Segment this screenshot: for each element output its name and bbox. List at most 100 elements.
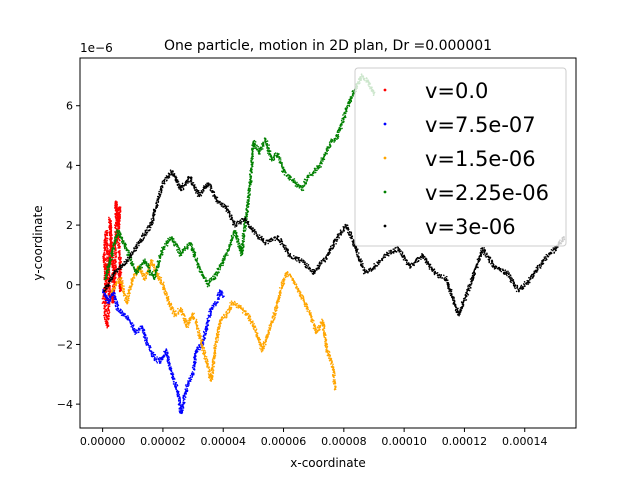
trail-point (116, 229, 118, 231)
trail-point (104, 301, 106, 304)
trail-point (115, 252, 117, 254)
trail-point (265, 143, 268, 146)
trail-point (241, 237, 244, 240)
trail-point (256, 335, 259, 338)
data-point (171, 236, 173, 238)
trail-point (130, 282, 133, 285)
trail-point (109, 219, 112, 222)
trail-point (320, 166, 322, 168)
trail-point (193, 250, 196, 253)
trail-point (139, 268, 142, 270)
trail-point (119, 206, 122, 208)
trail-point (106, 277, 108, 279)
trail-point (192, 251, 194, 254)
trail-point (294, 185, 297, 187)
trail-point (157, 261, 160, 263)
trail-point (217, 326, 220, 328)
trail-point (171, 312, 174, 315)
trail-point (162, 281, 165, 284)
trail-point (229, 306, 232, 309)
trail-point (247, 188, 250, 190)
trail-point (156, 275, 158, 278)
trail-point (209, 378, 212, 381)
trail-point (115, 298, 118, 301)
trail-point (107, 248, 109, 250)
trail-point (258, 341, 260, 343)
trail-point (273, 308, 276, 310)
trail-point (205, 332, 208, 335)
trail-point (327, 149, 330, 151)
trail-point (108, 221, 110, 224)
trail-point (177, 395, 180, 397)
trail-point (191, 244, 194, 246)
trail-point (175, 242, 177, 245)
trail-point (138, 328, 141, 331)
trail-point (320, 162, 323, 164)
trail-point (248, 314, 251, 316)
trail-point (170, 372, 173, 375)
trail-point (302, 296, 305, 299)
trail-point (247, 195, 249, 198)
trail-point (117, 226, 119, 228)
trail-point (271, 158, 273, 161)
trail-point (103, 246, 106, 248)
trail-point (324, 340, 326, 343)
trail-point (206, 285, 209, 288)
trail-point (113, 261, 115, 264)
trail-point (208, 308, 211, 310)
trail-point (204, 327, 207, 329)
trail-point (312, 319, 315, 322)
trail-point (120, 314, 123, 316)
trail-point (196, 263, 199, 266)
trail-point (310, 320, 313, 323)
trail-point (269, 327, 272, 330)
trail-point (240, 307, 243, 309)
trail-point (337, 131, 339, 134)
trail-point (104, 280, 107, 283)
trail-point (269, 158, 271, 161)
trail-point (144, 337, 146, 340)
trail-point (251, 322, 254, 324)
trail-point (248, 198, 250, 201)
trail-point (217, 301, 219, 303)
trail-point (185, 389, 187, 392)
trail-point (249, 322, 252, 325)
trail-point (118, 244, 121, 246)
trail-point (105, 275, 107, 278)
data-point (152, 355, 155, 358)
series-1 (101, 288, 225, 415)
trail-point (181, 411, 183, 414)
trail-point (263, 347, 265, 350)
trail-point (114, 302, 117, 304)
trail-point (315, 331, 317, 334)
trail-point (195, 359, 197, 361)
trail-point (250, 160, 253, 162)
trail-point (256, 145, 258, 147)
trail-point (323, 326, 326, 328)
trail-point (208, 377, 211, 379)
trail-point (266, 140, 269, 142)
trail-point (159, 256, 161, 258)
trail-point (106, 312, 109, 315)
trail-point (285, 171, 287, 174)
trail-point (200, 341, 202, 344)
trail-point (274, 152, 277, 154)
trail-point (110, 224, 112, 227)
data-point (143, 277, 146, 280)
trail-point (140, 264, 143, 266)
trail-point (113, 279, 115, 281)
data-point (198, 331, 201, 334)
trail-point (308, 172, 311, 174)
trail-point (128, 288, 130, 291)
trail-point (118, 221, 120, 224)
trail-point (108, 231, 111, 234)
trail-point (109, 242, 112, 245)
trail-point (108, 274, 111, 277)
trail-point (141, 327, 143, 330)
trail-point (334, 374, 336, 376)
trail-point (282, 284, 284, 287)
trail-point (199, 271, 201, 274)
trail-point (208, 315, 211, 318)
trail-point (102, 257, 105, 259)
trail-point (177, 311, 180, 313)
